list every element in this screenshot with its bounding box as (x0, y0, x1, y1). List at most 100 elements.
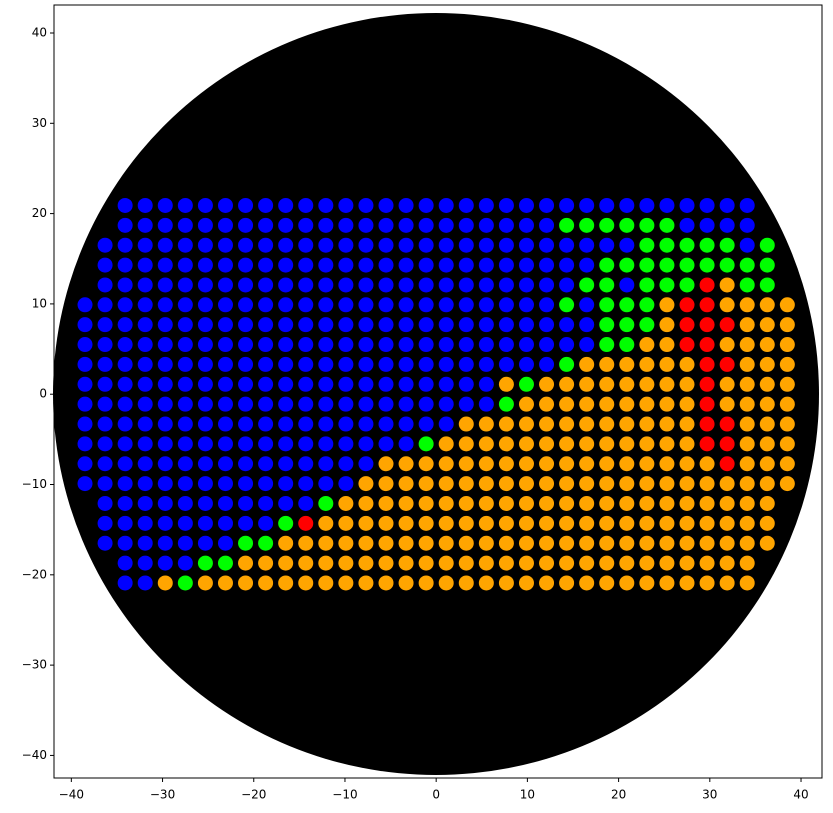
die (759, 257, 775, 273)
die (338, 356, 354, 372)
die (539, 337, 555, 353)
die (418, 535, 434, 551)
die (378, 555, 394, 571)
die (639, 277, 655, 293)
die (378, 217, 394, 233)
die (197, 197, 213, 213)
die (559, 436, 575, 452)
die (418, 337, 434, 353)
die (197, 277, 213, 293)
die (779, 416, 795, 432)
die (639, 217, 655, 233)
die (699, 575, 715, 591)
die (599, 197, 615, 213)
die (278, 416, 294, 432)
die (217, 416, 233, 432)
die (458, 197, 474, 213)
die (358, 277, 374, 293)
die (539, 277, 555, 293)
die (77, 456, 93, 472)
die (137, 575, 153, 591)
die (137, 456, 153, 472)
die (378, 456, 394, 472)
die (137, 515, 153, 531)
die (699, 456, 715, 472)
y-tick-label: 40 (32, 25, 47, 39)
die (358, 317, 374, 333)
die (398, 237, 414, 253)
die (659, 436, 675, 452)
die (759, 376, 775, 392)
die (97, 317, 113, 333)
die (318, 237, 334, 253)
die (719, 396, 735, 412)
die (599, 575, 615, 591)
die (498, 277, 514, 293)
die (378, 476, 394, 492)
die (177, 396, 193, 412)
die (639, 376, 655, 392)
die (137, 376, 153, 392)
die (458, 515, 474, 531)
die (679, 277, 695, 293)
die (438, 257, 454, 273)
die (258, 297, 274, 313)
die (719, 277, 735, 293)
die (739, 476, 755, 492)
die (478, 297, 494, 313)
die (238, 515, 254, 531)
die (217, 575, 233, 591)
die (719, 217, 735, 233)
die (739, 495, 755, 511)
die (498, 237, 514, 253)
die (779, 396, 795, 412)
die (398, 535, 414, 551)
die (458, 376, 474, 392)
die (358, 237, 374, 253)
die (358, 337, 374, 353)
die (518, 257, 534, 273)
die (579, 535, 595, 551)
die (679, 396, 695, 412)
die (378, 436, 394, 452)
die (117, 476, 133, 492)
die (759, 337, 775, 353)
die (478, 515, 494, 531)
y-tick-label: 30 (32, 116, 47, 130)
die (518, 456, 534, 472)
die (217, 476, 233, 492)
die (338, 376, 354, 392)
die (739, 575, 755, 591)
die (539, 217, 555, 233)
die (438, 476, 454, 492)
y-tick-label: 0 (39, 387, 47, 401)
die (739, 237, 755, 253)
die (579, 257, 595, 273)
die (458, 456, 474, 472)
die (117, 237, 133, 253)
plot-frame (53, 4, 823, 779)
die (97, 436, 113, 452)
die (599, 436, 615, 452)
die (639, 515, 655, 531)
die (358, 436, 374, 452)
die (338, 317, 354, 333)
die (338, 535, 354, 551)
die (699, 337, 715, 353)
x-tick-label: −40 (59, 788, 84, 802)
die (338, 396, 354, 412)
die (619, 456, 635, 472)
die (498, 376, 514, 392)
die (639, 237, 655, 253)
die (719, 535, 735, 551)
die (258, 337, 274, 353)
die (679, 575, 695, 591)
die (318, 535, 334, 551)
die (759, 495, 775, 511)
die (559, 197, 575, 213)
die (197, 575, 213, 591)
x-tick-label: 40 (793, 788, 808, 802)
die (177, 575, 193, 591)
die (77, 396, 93, 412)
die (238, 416, 254, 432)
